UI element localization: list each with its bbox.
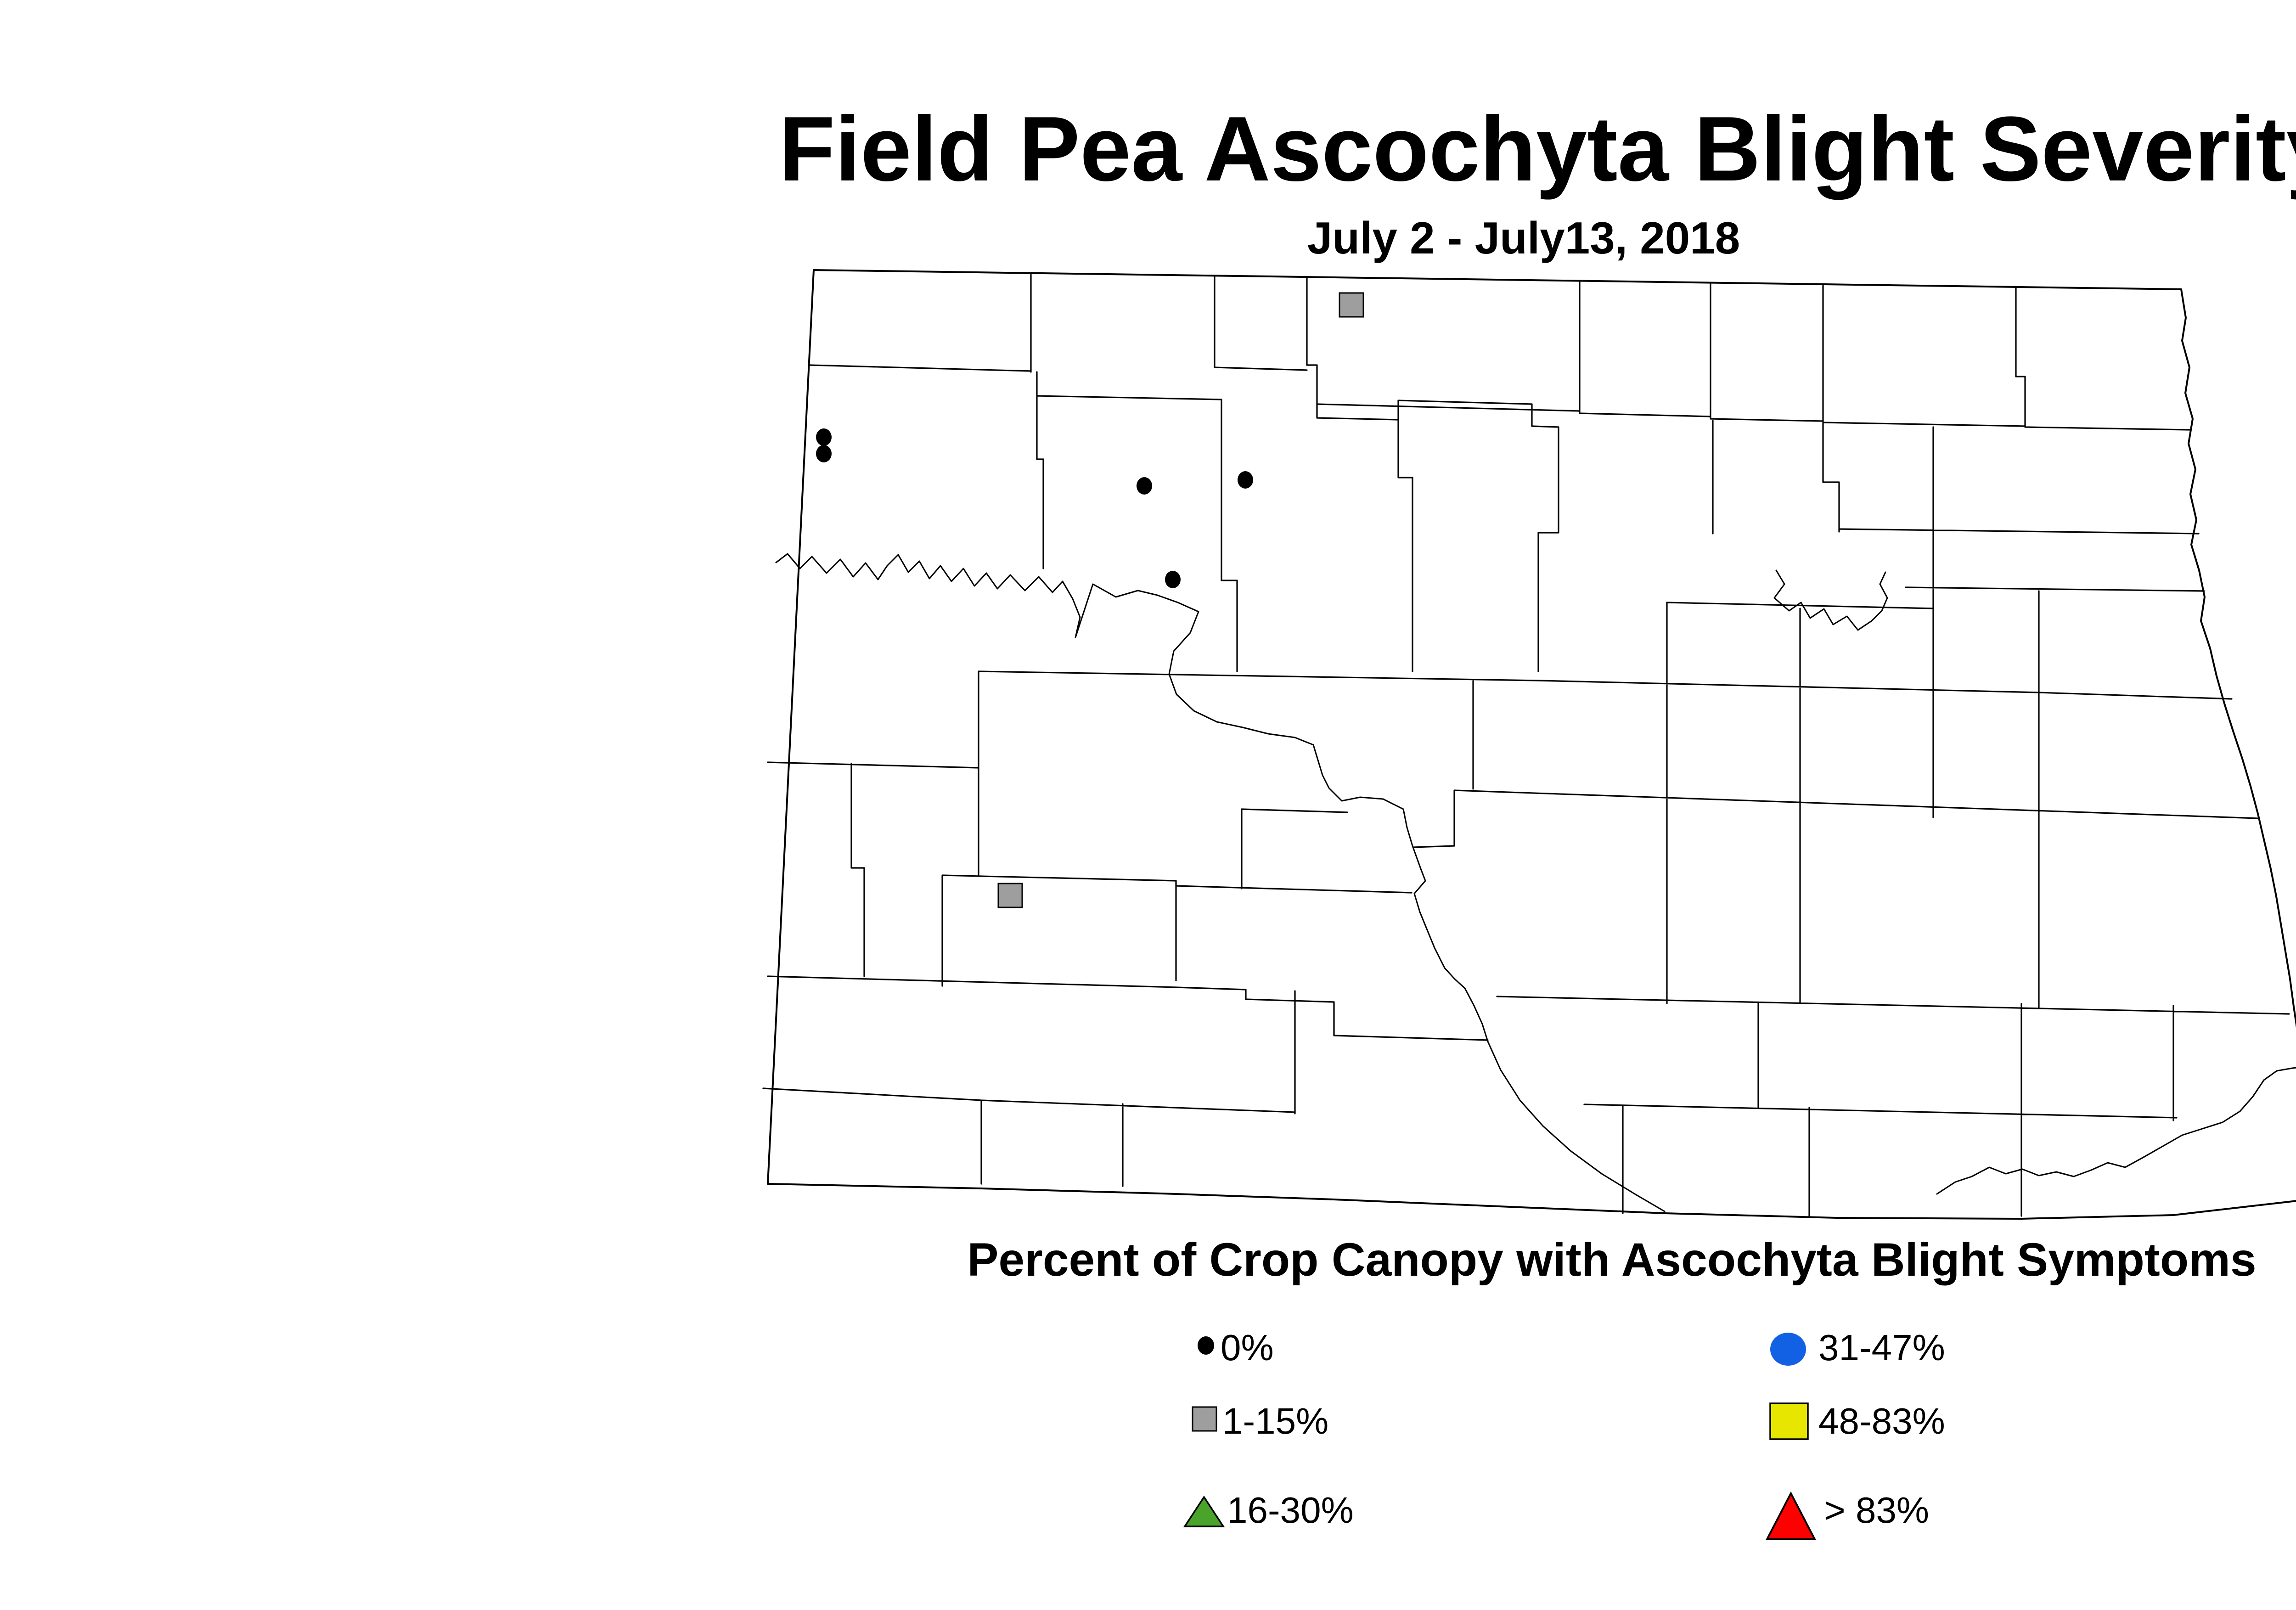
legend-item-gt83pct: > 83% bbox=[1765, 1490, 1929, 1540]
map-marker-dot bbox=[1137, 477, 1152, 495]
legend-item-0pct: 0% bbox=[1198, 1327, 1274, 1368]
state-outline bbox=[767, 269, 2296, 1220]
legend-label: 48-83% bbox=[1818, 1401, 1945, 1441]
north-dakota-county-map bbox=[762, 269, 2296, 1220]
map-marker-dot bbox=[816, 428, 832, 446]
map-marker-square bbox=[1339, 292, 1364, 318]
legend-item-31-47pct: 31-47% bbox=[1770, 1327, 1945, 1368]
map-markers bbox=[816, 292, 1364, 908]
legend-item-48-83pct: 48-83% bbox=[1769, 1401, 1945, 1441]
page-title: Field Pea Ascochyta Blight Severity bbox=[779, 98, 2296, 200]
black-dot-icon bbox=[1198, 1336, 1214, 1355]
river-southeast bbox=[1936, 1067, 2296, 1195]
legend-title: Percent of Crop Canopy with Ascochyta Bl… bbox=[967, 1233, 2256, 1286]
gray-square-icon bbox=[1192, 1406, 1217, 1432]
legend-label: 16-30% bbox=[1227, 1490, 1354, 1531]
legend-label: > 83% bbox=[1824, 1490, 1929, 1531]
blue-circle-icon bbox=[1770, 1333, 1806, 1366]
legend-label: 31-47% bbox=[1818, 1327, 1945, 1368]
legend-label: 0% bbox=[1221, 1327, 1274, 1368]
river-missouri bbox=[775, 553, 1666, 1212]
map-marker-dot bbox=[1165, 571, 1181, 588]
devils-lake bbox=[1773, 569, 1888, 631]
red-triangle-icon bbox=[1765, 1491, 1817, 1540]
legend-label: 1-15% bbox=[1222, 1401, 1328, 1441]
legend-item-16-30pct: 16-30% bbox=[1183, 1490, 1354, 1531]
legend: Percent of Crop Canopy with Ascochyta Bl… bbox=[967, 1233, 2257, 1540]
map-marker-square bbox=[997, 883, 1023, 908]
legend-item-1-15pct: 1-15% bbox=[1192, 1401, 1328, 1441]
map-marker-dot bbox=[1238, 471, 1253, 489]
yellow-square-icon bbox=[1769, 1402, 1809, 1440]
county-boundaries bbox=[762, 274, 2290, 1218]
map-marker-dot bbox=[816, 445, 832, 462]
green-triangle-icon bbox=[1183, 1495, 1225, 1527]
page-subtitle: July 2 - July13, 2018 bbox=[1307, 213, 1740, 263]
